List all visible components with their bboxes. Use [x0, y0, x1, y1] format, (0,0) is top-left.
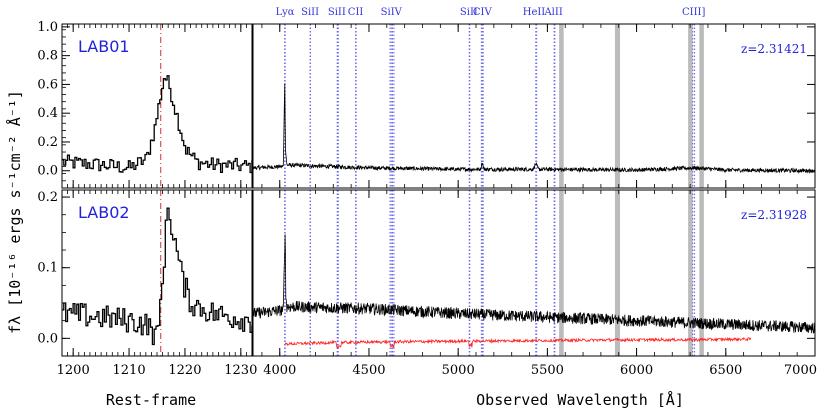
- obs-x-tick-label-0: 4000: [263, 363, 296, 378]
- observed-frame-0: [252, 23, 816, 189]
- sky-band-1-5: [688, 190, 693, 356]
- sky-band-0-3: [616, 24, 621, 188]
- spectra-layer: [62, 75, 816, 350]
- obs-x-tick-label-4: 6000: [620, 363, 653, 378]
- redshift-label-0: z=2.31421: [741, 42, 807, 56]
- obs-x-tick-label-6: 7000: [784, 363, 817, 378]
- sky-band-0-5: [688, 24, 693, 188]
- sky-band-1-7: [699, 190, 704, 356]
- rest-frame-spectrum-0: [62, 75, 253, 174]
- y-axis-title: fλ [10⁻¹⁶ ergs s⁻¹cm⁻² Å⁻¹]: [5, 90, 24, 334]
- line-id-label-4: SiIV: [381, 7, 403, 18]
- y-tick-label-1-2: 0.2: [37, 190, 58, 205]
- redshift-label-1: z=2.31928: [741, 208, 807, 222]
- sky-band-1-3: [616, 190, 621, 356]
- y-tick-label-1-1: 0.1: [37, 261, 58, 276]
- y-tick-label-0-3: 0.6: [37, 77, 58, 92]
- y-tick-label-1-0: 0.0: [37, 331, 58, 346]
- observed-spectrum-1: [252, 234, 816, 334]
- line-id-label-1: SiII: [301, 7, 319, 18]
- observed-frame-1: [252, 189, 816, 357]
- rest-frame-spectrum-1: [62, 207, 253, 346]
- y-tick-label-0-2: 0.4: [37, 106, 58, 121]
- y-tick-label-0-1: 0.2: [37, 135, 58, 150]
- line-id-label-3: CII: [348, 7, 364, 18]
- x-axis-title-left: Rest-frame: [106, 391, 196, 409]
- observed-spectrum-0: [252, 83, 816, 174]
- line-id-label-5: SiII: [460, 7, 478, 18]
- error-spectrum-1: [284, 336, 752, 350]
- labels-layer: 0.0 0.2 0.4 0.6 0.8 1.0 LAB01 z=2.31421 0.0 0.1 0.…: [37, 7, 817, 378]
- x-axis-title-right: Observed Wavelength [Å]: [476, 390, 684, 409]
- rest-x-tick-label-2: 1220: [168, 363, 201, 378]
- line-id-label-6: CIV: [473, 7, 493, 18]
- obs-x-tick-label-1: 4500: [352, 363, 385, 378]
- obs-x-tick-label-2: 5000: [442, 363, 475, 378]
- line-id-label-7: HeII: [523, 7, 546, 18]
- sky-band-0-1: [559, 24, 564, 188]
- line-id-label-9: CIII]: [682, 7, 706, 18]
- sky-band-1-1: [559, 190, 564, 356]
- sky-and-line-markers: [160, 24, 704, 356]
- panel-name-0: LAB01: [78, 37, 130, 56]
- line-id-label-2: SiII: [328, 7, 346, 18]
- line-id-label-0: Lyα: [276, 7, 295, 18]
- y-tick-label-0-5: 1.0: [37, 20, 58, 35]
- line-id-label-8: AlII: [543, 7, 562, 18]
- rest-x-tick-label-0: 1200: [57, 363, 90, 378]
- rest-x-tick-label-3: 1230: [224, 363, 257, 378]
- y-tick-label-0-4: 0.8: [37, 49, 58, 64]
- rest-x-tick-label-1: 1210: [113, 363, 146, 378]
- axes-layer: [61, 23, 816, 357]
- obs-x-tick-label-3: 5500: [531, 363, 564, 378]
- obs-x-tick-label-5: 6500: [709, 363, 742, 378]
- sky-band-0-7: [699, 24, 704, 188]
- panel-name-1: LAB02: [78, 203, 130, 222]
- y-tick-label-0-0: 0.0: [37, 164, 58, 179]
